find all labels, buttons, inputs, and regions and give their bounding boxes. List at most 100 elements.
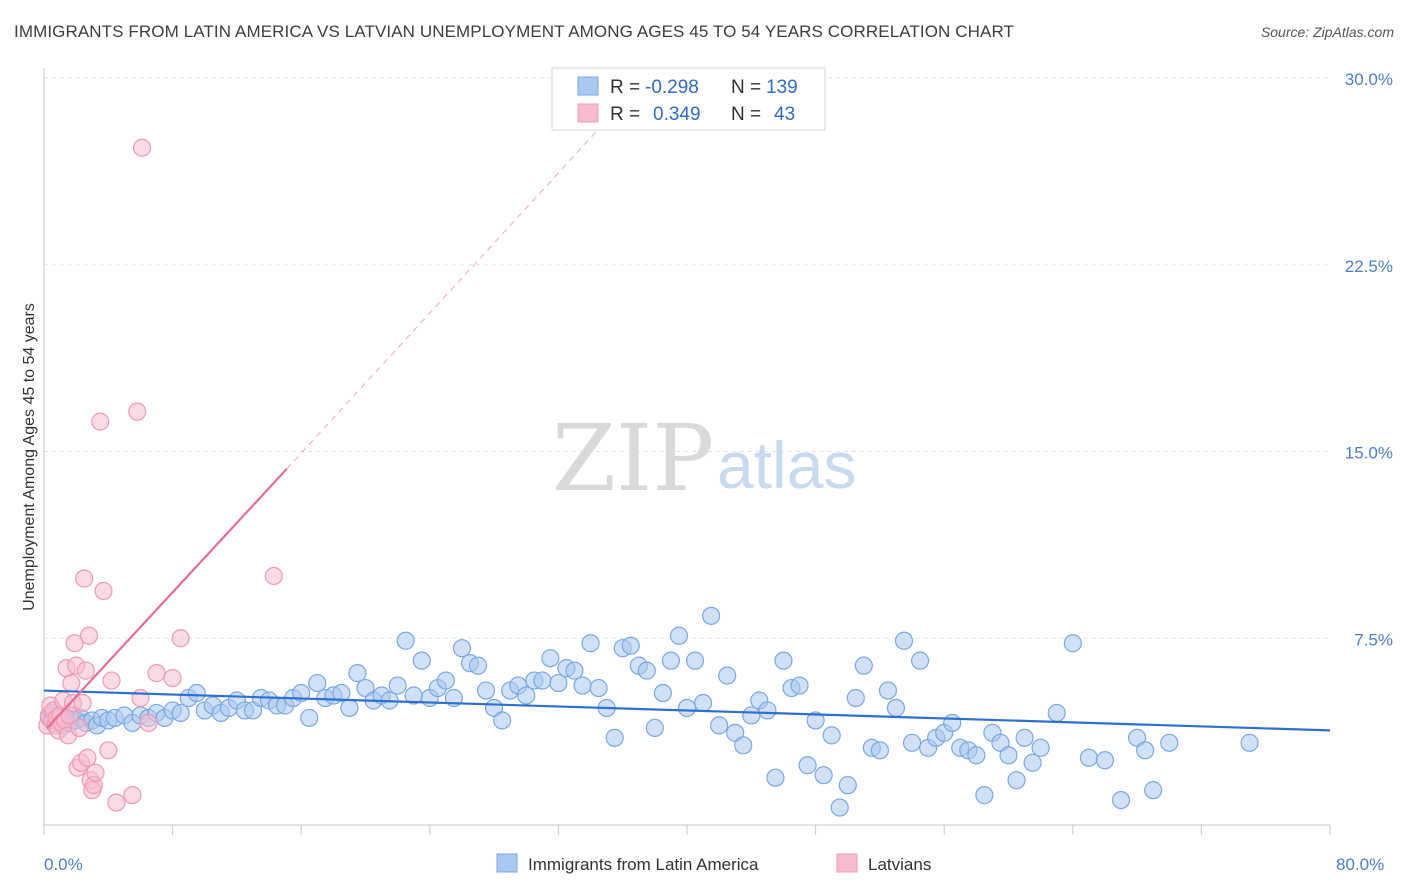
x-tick-label-max: 80.0% bbox=[1336, 855, 1384, 874]
latin-america-point bbox=[1136, 741, 1155, 760]
latin-america-point bbox=[1095, 751, 1115, 770]
x-tick-label-min: 0.0% bbox=[44, 855, 83, 874]
latin-america-point bbox=[388, 676, 407, 695]
latvians-point bbox=[147, 664, 166, 683]
latvians-point bbox=[171, 629, 190, 648]
latvians-point bbox=[264, 566, 283, 586]
latin-america-point bbox=[677, 698, 697, 718]
latvians-point bbox=[73, 693, 92, 713]
y-tick-label: 15.0% bbox=[1345, 444, 1393, 463]
trend-lines bbox=[43, 102, 1331, 732]
stats-swatch-blue bbox=[577, 76, 599, 96]
axis-layer bbox=[43, 68, 1331, 835]
y-tick-labels: 7.5% 15.0% 22.5% 30.0% bbox=[1345, 70, 1393, 649]
latvians-point bbox=[75, 569, 94, 588]
latin-america-point bbox=[171, 703, 190, 723]
latvians-point bbox=[65, 634, 84, 653]
latin-america-point bbox=[846, 688, 865, 708]
latvians-point bbox=[94, 581, 113, 601]
latin-america-point bbox=[1111, 790, 1131, 810]
stats-r-label-1: R = bbox=[610, 77, 640, 98]
latvians-point bbox=[107, 793, 126, 812]
latin-america-point bbox=[894, 631, 914, 650]
legend-swatch-latin-america bbox=[496, 853, 518, 873]
latvians-point bbox=[86, 763, 105, 782]
latin-america-point bbox=[565, 661, 584, 680]
watermark: ZIP atlas bbox=[552, 405, 856, 512]
stats-box: R = -0.298 N = 139 R = 0.349 N = 43 bbox=[551, 67, 826, 131]
latin-america-point bbox=[589, 678, 608, 698]
latin-america-point bbox=[1031, 738, 1050, 757]
latin-america-point bbox=[806, 711, 825, 730]
stats-n-value-1: 139 bbox=[766, 77, 798, 98]
latin-america-point bbox=[758, 701, 777, 720]
latin-america-point bbox=[742, 706, 761, 725]
latvians-point bbox=[132, 138, 152, 157]
trend-line-latin-america bbox=[43, 689, 1331, 732]
latvians-point bbox=[91, 412, 110, 431]
latin-america-point bbox=[830, 798, 849, 817]
watermark-atlas: atlas bbox=[717, 428, 856, 502]
latin-america-point bbox=[1160, 733, 1179, 752]
latin-america-point bbox=[702, 606, 721, 625]
series-latvians-points bbox=[38, 138, 283, 812]
series-latin-america-points bbox=[39, 606, 1259, 817]
latin-america-point bbox=[1240, 733, 1259, 752]
latin-america-point bbox=[452, 639, 472, 658]
latvians-point bbox=[128, 402, 147, 421]
trend-line-latvians bbox=[46, 468, 288, 729]
stats-n-value-2: 43 bbox=[774, 104, 795, 125]
latin-america-point bbox=[412, 651, 431, 670]
legend: Immigrants from Latin America Latvians bbox=[496, 853, 931, 874]
latin-america-point bbox=[999, 746, 1018, 765]
grid-layer bbox=[44, 77, 1330, 639]
latin-america-point bbox=[790, 676, 809, 695]
latin-america-point bbox=[1023, 753, 1042, 772]
chart-title: IMMIGRANTS FROM LATIN AMERICA VS LATVIAN… bbox=[14, 22, 1015, 41]
legend-label-latvians: Latvians bbox=[868, 855, 931, 874]
latvians-point bbox=[139, 713, 158, 733]
stats-r-label-2: R = bbox=[610, 104, 640, 125]
latin-america-point bbox=[1063, 634, 1082, 653]
latin-america-point bbox=[774, 651, 793, 670]
latin-america-point bbox=[967, 746, 986, 765]
latin-america-point bbox=[621, 636, 640, 655]
latin-america-point bbox=[838, 776, 857, 795]
latin-america-point bbox=[718, 666, 737, 685]
legend-swatch-latvians bbox=[836, 853, 858, 873]
stats-swatch-pink bbox=[577, 103, 599, 123]
source-label: Source: ZipAtlas.com bbox=[1260, 24, 1394, 40]
latin-america-point bbox=[300, 708, 319, 728]
latin-america-point bbox=[734, 736, 753, 755]
latin-america-point bbox=[710, 716, 729, 735]
y-tick-label: 22.5% bbox=[1345, 257, 1393, 276]
latin-america-point bbox=[878, 681, 898, 700]
latin-america-point bbox=[332, 683, 351, 703]
stats-n-label-2: N = bbox=[731, 104, 761, 125]
latvians-point bbox=[79, 626, 99, 645]
latvians-point bbox=[163, 668, 182, 688]
latin-america-point bbox=[822, 726, 841, 745]
latvians-point bbox=[99, 741, 118, 760]
y-tick-label: 7.5% bbox=[1354, 630, 1393, 649]
latin-america-point bbox=[581, 634, 600, 653]
latin-america-point bbox=[340, 698, 359, 718]
y-axis-label: Unemployment Among Ages 45 to 54 years bbox=[21, 303, 38, 611]
stats-r-value-2: 0.349 bbox=[653, 104, 701, 125]
latin-america-point bbox=[476, 681, 496, 700]
latin-america-point bbox=[975, 786, 994, 805]
latin-america-point bbox=[468, 656, 488, 675]
latin-america-point bbox=[308, 673, 327, 693]
latvians-point bbox=[123, 786, 142, 805]
latin-america-point bbox=[493, 711, 512, 730]
latin-america-point bbox=[396, 631, 415, 650]
latin-america-point bbox=[541, 649, 560, 668]
latvians-point bbox=[102, 671, 121, 690]
y-tick-label: 30.0% bbox=[1345, 70, 1393, 89]
latin-america-point bbox=[573, 676, 592, 695]
latin-america-point bbox=[653, 683, 672, 703]
latin-america-point bbox=[549, 673, 568, 693]
latin-america-point bbox=[910, 651, 930, 670]
latvians-point bbox=[78, 748, 97, 767]
